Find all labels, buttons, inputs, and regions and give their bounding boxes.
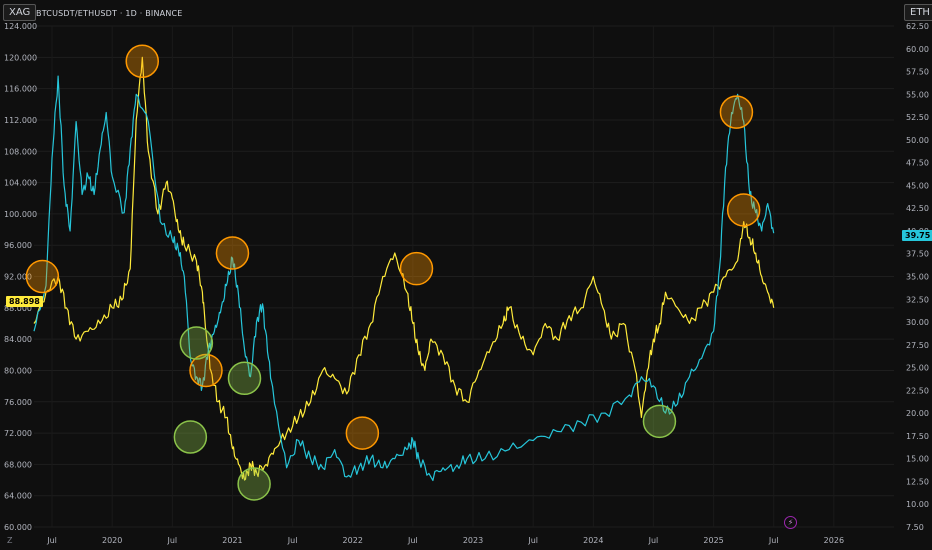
left-axis-labels: 60.000 64.000 68.000 72.000 76.000 80.000 84.0… — [4, 22, 37, 532]
right-tick-label: 20.00 — [906, 409, 929, 418]
orange-highlight-circle — [345, 416, 380, 450]
left-tick-label: 112.000 — [4, 116, 37, 125]
x-tick-label: 2025 — [703, 536, 723, 545]
left-tick-label: 124.000 — [4, 22, 37, 31]
left-axis-tag[interactable]: XAG — [3, 4, 37, 21]
left-tick-label: 104.000 — [4, 179, 37, 188]
right-tick-label: 25.00 — [906, 364, 929, 373]
right-tick-label: 32.50 — [906, 295, 929, 304]
x-tick-label: Jul — [527, 536, 538, 545]
left-tick-label: 108.000 — [4, 147, 37, 156]
right-axis-tag-label: ETH — [910, 7, 930, 18]
right-tick-label: 22.50 — [906, 386, 929, 395]
x-tick-label: Jul — [648, 536, 659, 545]
left-tick-label: 76.000 — [4, 398, 32, 407]
corner-label: Z — [7, 536, 13, 545]
left-tick-label: 64.000 — [4, 492, 32, 501]
x-tick-label: Jul — [407, 536, 418, 545]
left-tick-label: 68.000 — [4, 460, 32, 469]
right-tick-label: 50.00 — [906, 136, 929, 145]
right-tick-label: 57.50 — [906, 68, 929, 77]
annotation-circles — [25, 44, 761, 501]
series-lines — [33, 56, 775, 482]
right-axis-labels: 7.50 10.00 12.50 15.00 17.50 20.00 22.50 25.00 2… — [906, 22, 929, 532]
left-tick-label: 88.000 — [4, 304, 32, 313]
x-tick-label: 2020 — [102, 536, 122, 545]
left-tick-label: 60.000 — [4, 523, 32, 532]
x-tick-label: 2023 — [463, 536, 483, 545]
right-tick-label: 52.50 — [906, 113, 929, 122]
left-tick-label: 96.000 — [4, 241, 32, 250]
right-tick-label: 37.50 — [906, 250, 929, 259]
chart-title: BTCUSDT/ETHUSDT · 1D · BINANCE — [36, 9, 183, 18]
x-tick-label: Jul — [768, 536, 779, 545]
left-tick-label: 92.000 — [4, 273, 32, 282]
x-tick-label: 2021 — [222, 536, 242, 545]
green-highlight-circle — [179, 326, 214, 360]
left-axis-tag-label: XAG — [9, 7, 31, 18]
orange-highlight-circle — [399, 251, 434, 286]
right-tick-label: 15.00 — [906, 455, 929, 464]
right-tick-label: 7.50 — [906, 523, 924, 532]
series-line-xag — [33, 56, 775, 481]
left-tick-label: 72.000 — [4, 429, 32, 438]
right-tick-label: 30.00 — [906, 318, 929, 327]
right-axis-tag[interactable]: ETH — [904, 4, 932, 21]
lightning-icon[interactable]: ⚡ — [784, 516, 797, 529]
green-highlight-circle — [173, 420, 208, 454]
orange-highlight-circle — [215, 236, 250, 270]
eth-last-price: 39.75 — [902, 230, 932, 241]
series-line-eth — [33, 75, 775, 482]
right-tick-label: 47.50 — [906, 159, 929, 168]
right-tick-label: 45.00 — [906, 181, 929, 190]
left-tick-label: 80.000 — [4, 366, 32, 375]
right-tick-label: 17.50 — [906, 432, 929, 441]
left-tick-label: 116.000 — [4, 85, 37, 94]
left-tick-label: 120.000 — [4, 53, 37, 62]
green-highlight-circle — [642, 404, 677, 439]
x-tick-label: 2026 — [824, 536, 844, 545]
orange-highlight-circle — [726, 193, 761, 227]
orange-highlight-circle — [719, 95, 754, 129]
green-highlight-circle — [237, 467, 271, 501]
xag-last-price: 88.898 — [6, 296, 43, 307]
right-tick-label: 10.00 — [906, 500, 929, 509]
green-highlight-circle — [227, 361, 262, 396]
right-tick-label: 12.50 — [906, 477, 929, 486]
right-tick-label: 42.50 — [906, 204, 929, 213]
left-tick-label: 100.000 — [4, 210, 37, 219]
orange-highlight-circle — [189, 353, 223, 388]
right-tick-label: 62.50 — [906, 22, 929, 31]
x-tick-label: 2022 — [343, 536, 363, 545]
orange-highlight-circle — [25, 259, 60, 294]
right-tick-label: 60.00 — [906, 45, 929, 54]
right-tick-label: 55.00 — [906, 90, 929, 99]
right-tick-label: 27.50 — [906, 341, 929, 350]
right-tick-label: 35.00 — [906, 273, 929, 282]
x-tick-label: Jul — [287, 536, 298, 545]
orange-highlight-circle — [125, 44, 160, 78]
x-tick-label: Jul — [166, 536, 177, 545]
chart-grid — [34, 25, 894, 528]
x-tick-label: Jul — [46, 536, 57, 545]
x-axis-labels: Jul 2020 Jul 2021 Jul 2022 Jul 2023 Jul 2024 Jul 20… — [46, 536, 844, 545]
x-tick-label: 2024 — [583, 536, 603, 545]
left-tick-label: 84.000 — [4, 335, 32, 344]
